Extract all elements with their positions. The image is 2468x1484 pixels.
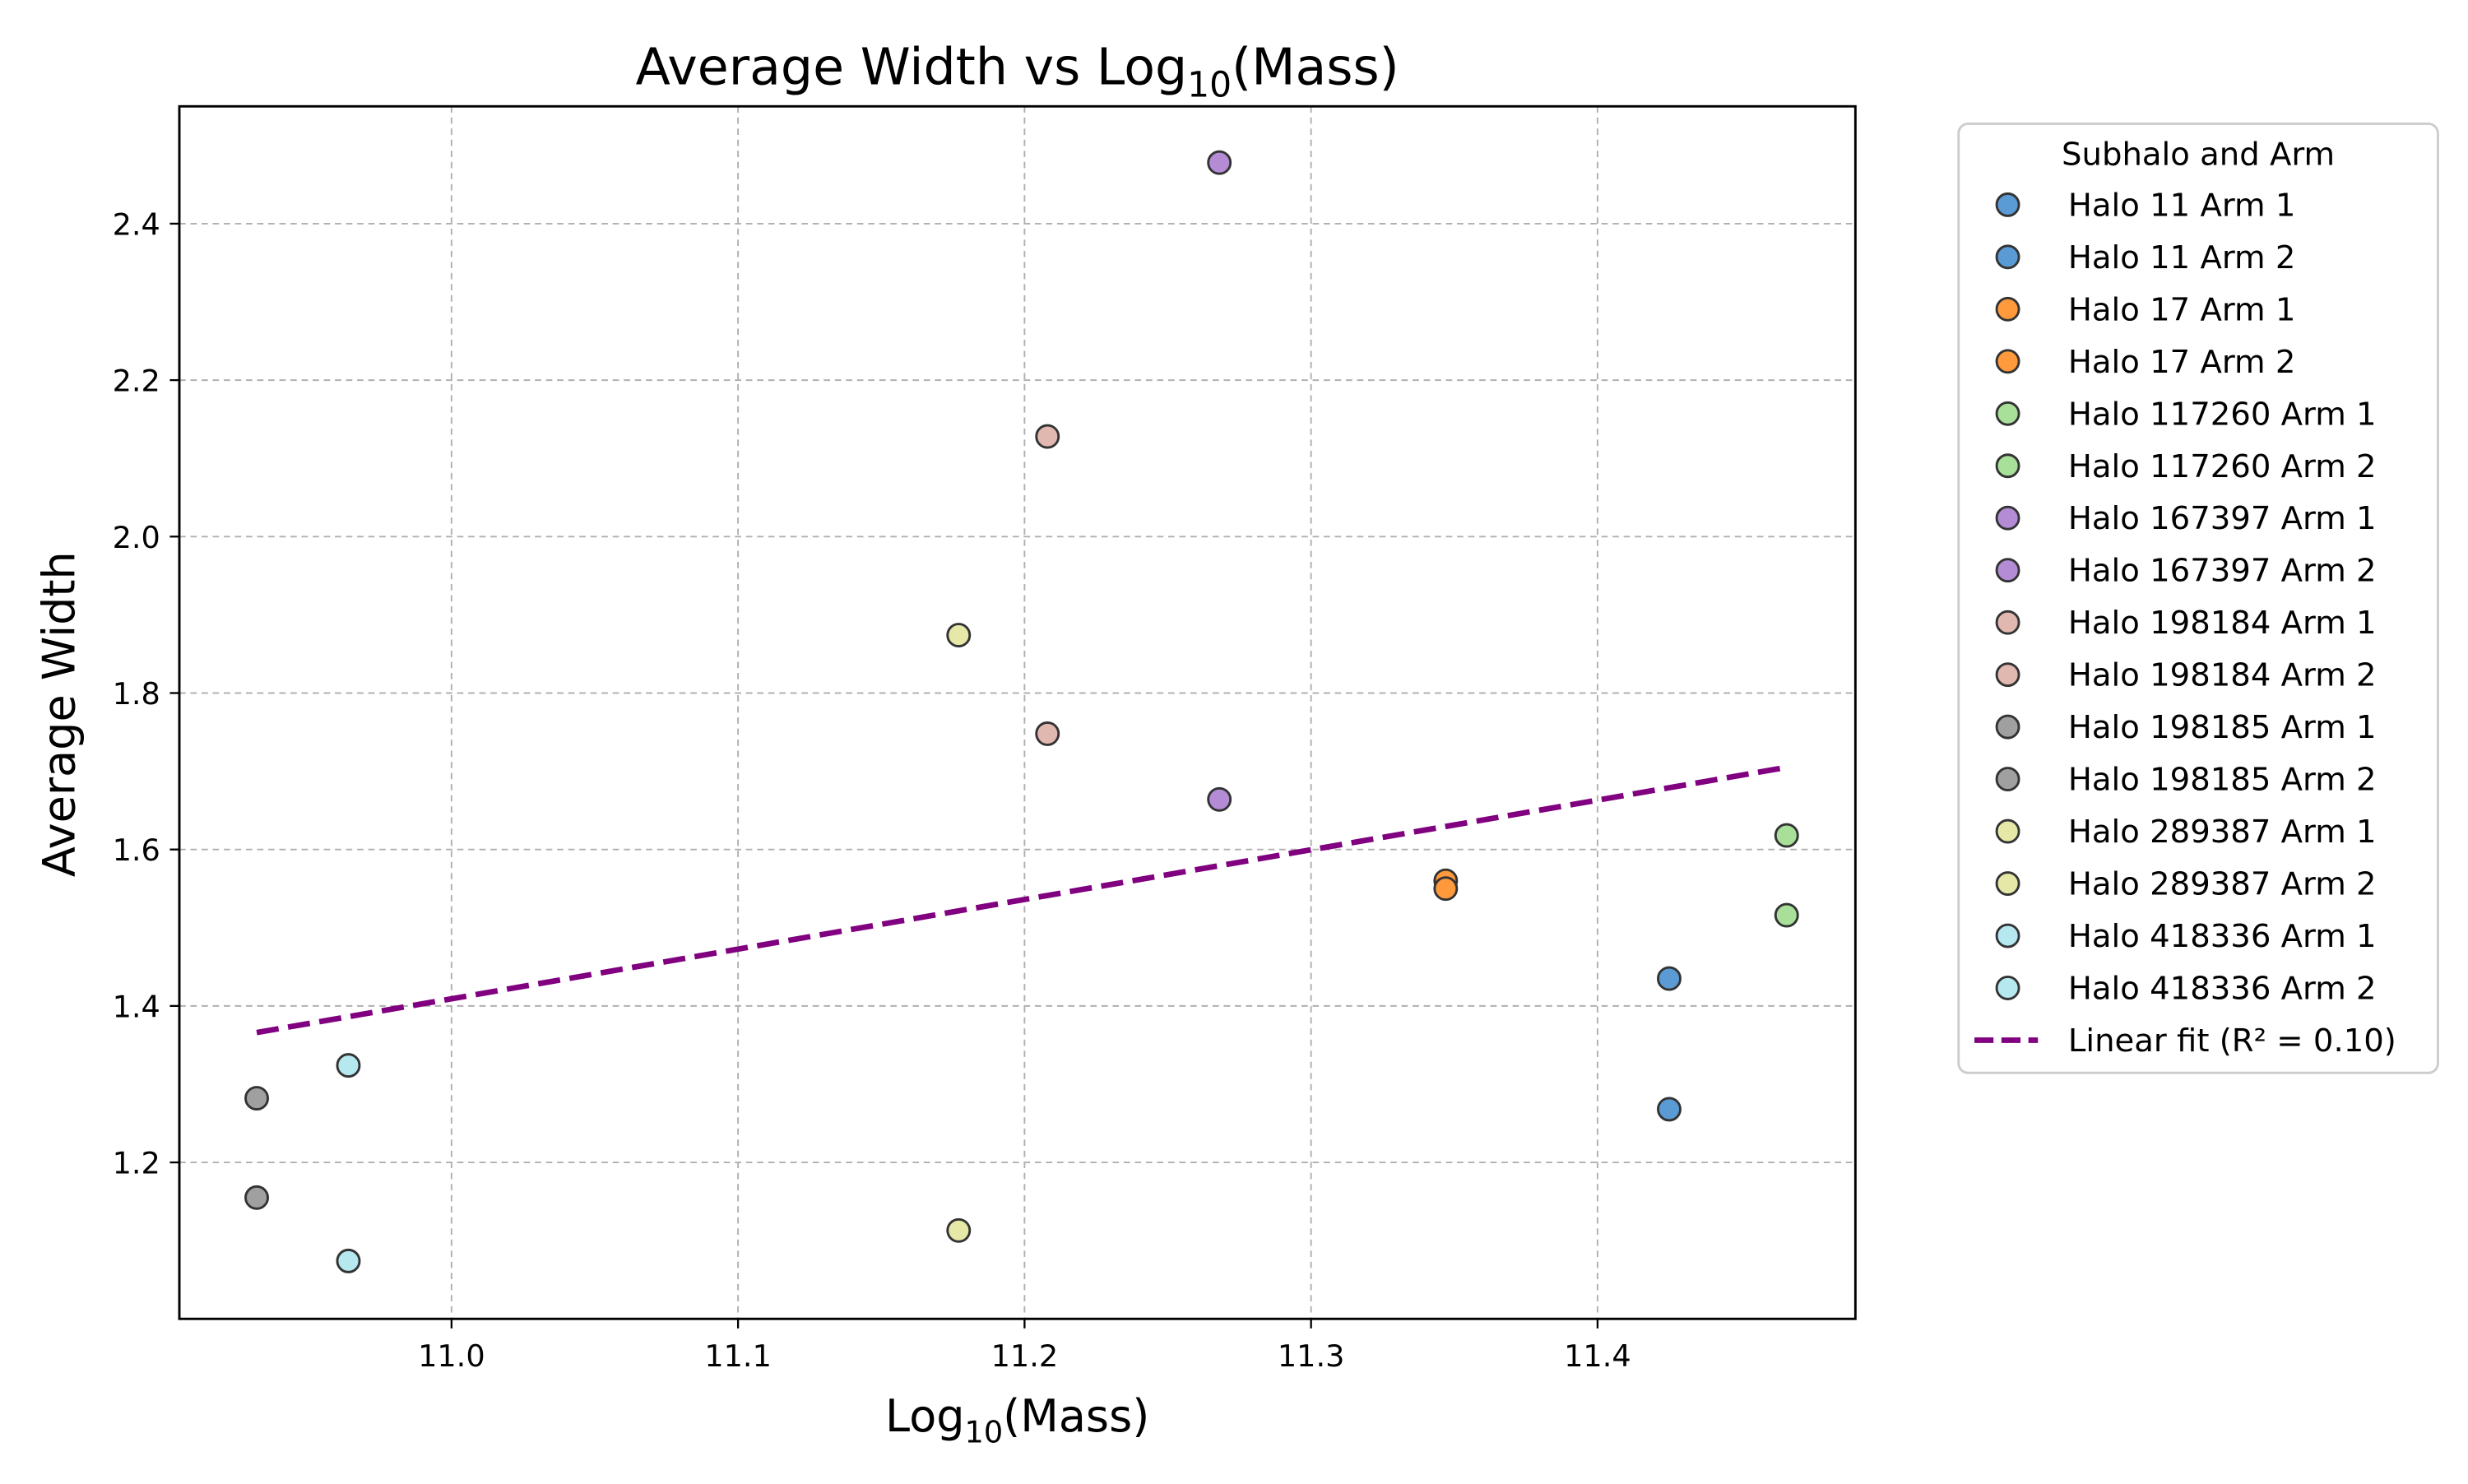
y-tick-label: 1.8 [113,676,160,712]
x-tick-label: 11.1 [704,1338,772,1374]
x-tick-label: 11.0 [418,1338,485,1374]
x-axis-label-main: Log [885,1390,964,1442]
data-point-series-15 [336,1248,361,1273]
legend-marker [1995,923,2020,948]
y-axis-ticks: 1.2 1.4 1.6 1.8 2.0 2.2 2.4 [113,206,180,1181]
y-tick-label: 1.4 [113,989,160,1024]
legend-label: Halo 418336 Arm 1 [2068,918,2377,955]
legend-marker [1995,244,2020,270]
legend-marker [1995,349,2020,374]
legend-label: Halo 17 Arm 1 [2068,291,2296,328]
data-point-series-10 [244,1086,269,1111]
x-tick-label: 11.3 [1278,1338,1345,1374]
legend-marker [1995,192,2020,217]
y-tick-label: 2.2 [113,364,160,399]
legend-label: Halo 418336 Arm 2 [2068,970,2377,1007]
y-tick-label: 1.2 [113,1146,160,1181]
x-tick-label: 11.4 [1564,1338,1631,1374]
y-axis-label: Average Width [34,551,86,877]
data-point-series-11 [244,1185,269,1210]
chart-title-suffix: (Mass) [1232,37,1399,96]
data-point-series-0 [1657,966,1682,991]
legend-marker [1995,819,2020,844]
legend-marker [1995,610,2020,635]
legend-marker [1995,767,2020,792]
data-point-series-8 [1035,424,1060,449]
data-point-series-12 [946,623,972,648]
data-point-series-13 [946,1217,972,1243]
legend-label: Halo 198185 Arm 2 [2068,762,2377,799]
y-tick-label: 2.0 [113,520,160,555]
x-axis-ticks: 11.0 11.1 11.2 11.3 11.4 [418,1319,1631,1374]
legend-label: Halo 289387 Arm 2 [2068,866,2377,903]
fit-line-layer [256,764,1788,1036]
legend-marker [1995,662,2020,688]
data-point-series-7 [1207,786,1232,812]
legend-marker [1995,453,2020,479]
legend-label: Halo 117260 Arm 2 [2068,448,2377,485]
y-tick-label: 1.6 [113,832,160,868]
linear-fit-line [256,764,1788,1036]
x-axis-label-suffix: (Mass) [1003,1390,1149,1442]
data-point-series-4 [1774,823,1799,848]
y-tick-label: 2.4 [113,206,160,242]
legend-label: Halo 167397 Arm 2 [2068,553,2377,590]
chart-title-main: Average Width vs Log [636,37,1188,96]
legend-label: Halo 17 Arm 2 [2068,344,2296,381]
legend-label: Halo 198184 Arm 1 [2068,605,2377,642]
legend-marker [1995,714,2020,740]
legend-marker [1995,505,2020,531]
legend-label: Halo 11 Arm 1 [2068,187,2296,224]
x-tick-label: 11.2 [991,1338,1059,1374]
legend-title: Subhalo and Arm [2062,137,2335,174]
x-axis-label-subscript: 10 [965,1415,1004,1450]
data-point-series-6 [1207,150,1232,175]
data-point-series-3 [1433,876,1459,902]
legend-marker [1995,558,2020,583]
legend-frame [1957,123,2439,1074]
chart-title: Average Width vs Log10(Mass) [636,37,1399,105]
x-axis-label: Log10(Mass) [885,1390,1149,1450]
legend-label: Halo 198184 Arm 2 [2068,657,2377,694]
legend-label: Halo 289387 Arm 1 [2068,814,2377,851]
data-points [244,150,1799,1273]
data-point-series-1 [1657,1097,1682,1122]
legend-marker [1995,296,2020,322]
legend-label: Halo 117260 Arm 1 [2068,396,2377,433]
legend-fit-label: Linear fit (R² = 0.10) [2068,1023,2396,1060]
legend-label: Halo 167397 Arm 1 [2068,500,2377,537]
data-point-series-14 [336,1053,361,1078]
legend-marker [1995,401,2020,426]
legend-label: Halo 198185 Arm 1 [2068,709,2377,746]
legend-marker [1995,976,2020,1000]
chart-title-subscript: 10 [1187,66,1232,106]
legend-marker [1995,871,2020,896]
legend-items: Halo 11 Arm 1 Halo 11 Arm 2 Halo 17 Arm 1 H… [1974,187,2396,1060]
plot-area-frame [178,104,1857,1320]
grid-lines [179,106,1856,1319]
data-point-series-5 [1774,902,1799,928]
data-point-series-9 [1035,721,1060,746]
legend-label: Halo 11 Arm 2 [2068,239,2296,276]
